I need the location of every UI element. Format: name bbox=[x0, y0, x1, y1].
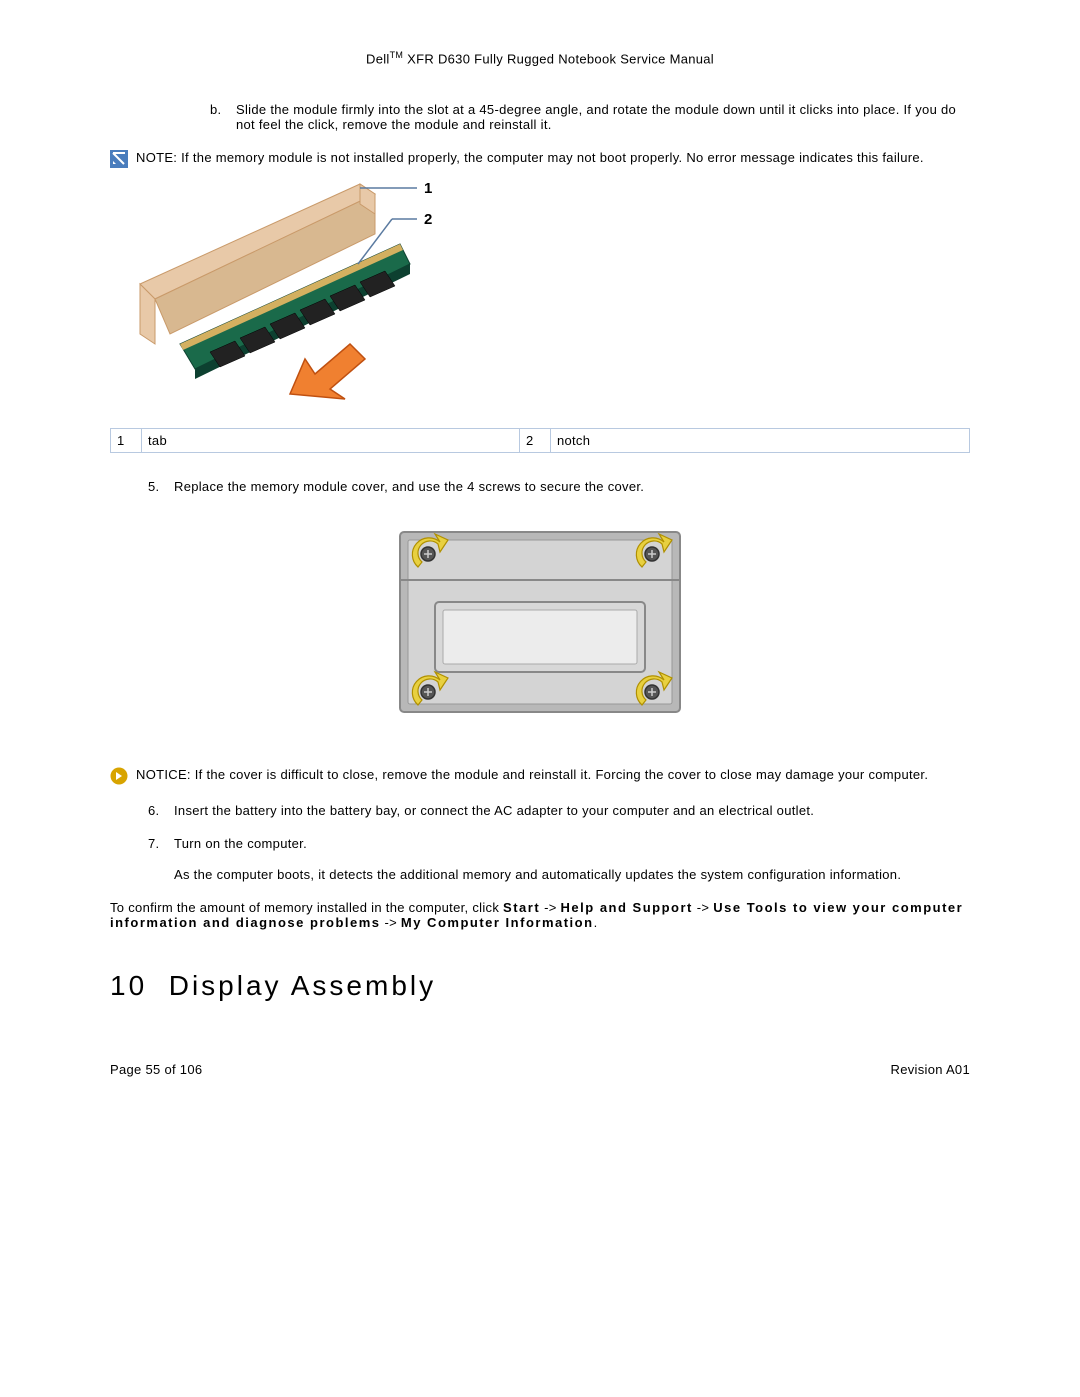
callout-1: 1 bbox=[424, 180, 433, 197]
figure-memory-cover bbox=[380, 512, 700, 732]
notice-icon bbox=[110, 767, 128, 785]
confirm-start: Start bbox=[503, 900, 540, 915]
step-6-marker: 6. bbox=[148, 803, 174, 818]
confirm-paragraph: To confirm the amount of memory installe… bbox=[110, 900, 970, 930]
page-header: DellTM XFR D630 Fully Rugged Notebook Se… bbox=[110, 50, 970, 66]
notice-text: If the cover is difficult to close, remo… bbox=[191, 767, 928, 782]
section-number: 10 bbox=[110, 970, 147, 1001]
substep-b: b. Slide the module firmly into the slot… bbox=[210, 102, 970, 132]
step-5-marker: 5. bbox=[148, 479, 174, 494]
header-tm: TM bbox=[390, 50, 404, 60]
figure-memory-module: 1 2 bbox=[110, 174, 440, 424]
section-heading: 10 Display Assembly bbox=[110, 970, 970, 1002]
footer-page: Page 55 of 106 bbox=[110, 1062, 202, 1077]
confirm-help: Help and Support bbox=[561, 900, 693, 915]
step-7-marker: 7. bbox=[148, 836, 174, 882]
footer-revision: Revision A01 bbox=[891, 1062, 970, 1077]
note-label: NOTE: bbox=[136, 150, 177, 165]
confirm-pre: To confirm the amount of memory installe… bbox=[110, 900, 503, 915]
note-text: If the memory module is not installed pr… bbox=[177, 150, 924, 165]
step-6-text: Insert the battery into the battery bay,… bbox=[174, 803, 970, 818]
notice-block: NOTICE: If the cover is difficult to clo… bbox=[110, 767, 970, 785]
step-5: 5. Replace the memory module cover, and … bbox=[148, 479, 970, 494]
section-title: Display Assembly bbox=[169, 970, 436, 1001]
substep-b-text: Slide the module firmly into the slot at… bbox=[236, 102, 970, 132]
legend-2-num: 2 bbox=[519, 429, 550, 453]
note-block: NOTE: If the memory module is not instal… bbox=[110, 150, 970, 168]
confirm-mycomp: My Computer Information bbox=[401, 915, 594, 930]
page-footer: Page 55 of 106 Revision A01 bbox=[110, 1062, 970, 1077]
header-brand: Dell bbox=[366, 51, 390, 66]
step-7-text: Turn on the computer. bbox=[174, 836, 970, 851]
legend-2-label: notch bbox=[550, 429, 969, 453]
step-6: 6. Insert the battery into the battery b… bbox=[148, 803, 970, 818]
substep-b-marker: b. bbox=[210, 102, 236, 132]
step-5-text: Replace the memory module cover, and use… bbox=[174, 479, 970, 494]
header-rest: XFR D630 Fully Rugged Notebook Service M… bbox=[403, 51, 714, 66]
callout-2: 2 bbox=[424, 211, 433, 228]
legend-1-label: tab bbox=[142, 429, 520, 453]
note-icon bbox=[110, 150, 128, 168]
step-7-para2: As the computer boots, it detects the ad… bbox=[174, 867, 970, 882]
figure-legend-table: 1 tab 2 notch bbox=[110, 428, 970, 453]
step-7: 7. Turn on the computer. As the computer… bbox=[148, 836, 970, 882]
legend-1-num: 1 bbox=[111, 429, 142, 453]
notice-label: NOTICE: bbox=[136, 767, 191, 782]
